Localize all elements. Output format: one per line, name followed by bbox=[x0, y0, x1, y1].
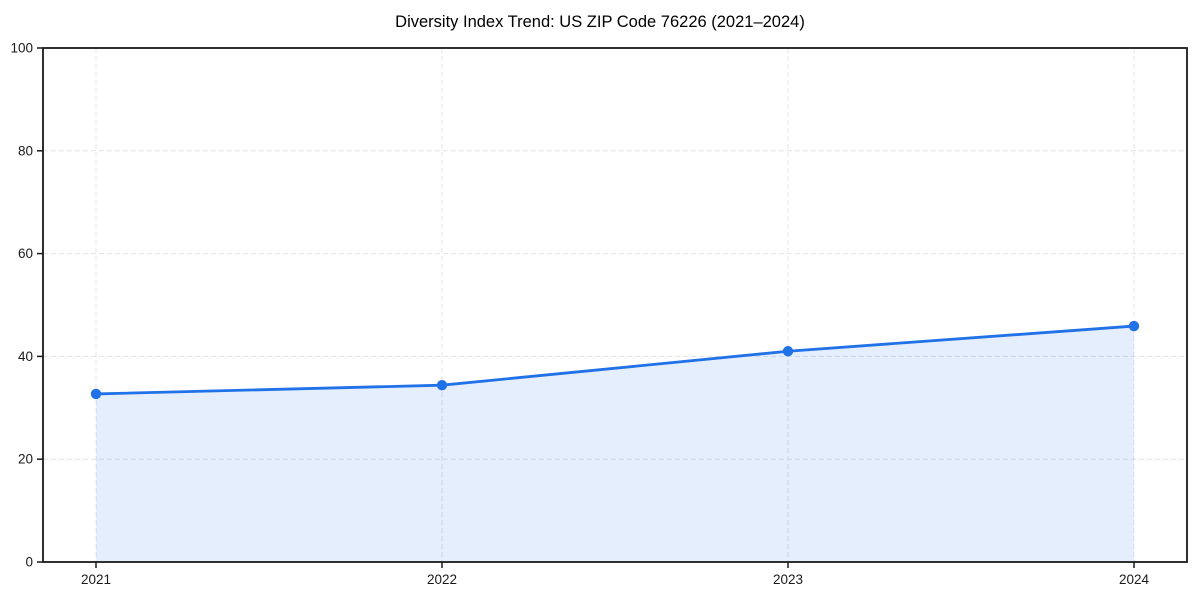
x-tick-label: 2024 bbox=[1119, 572, 1150, 587]
y-tick-label: 20 bbox=[18, 452, 33, 467]
series-line bbox=[94, 324, 1136, 396]
data-point-marker bbox=[90, 388, 102, 400]
y-tick-label: 40 bbox=[18, 349, 33, 364]
y-tick-label: 60 bbox=[18, 246, 33, 261]
series-area-fill bbox=[96, 326, 1134, 562]
y-tick-label: 0 bbox=[25, 555, 33, 570]
x-tick-label: 2022 bbox=[427, 572, 457, 587]
x-tick-label: 2023 bbox=[773, 572, 803, 587]
data-point-marker bbox=[782, 346, 794, 357]
data-point-marker bbox=[436, 379, 448, 391]
data-point-marker bbox=[1128, 320, 1140, 332]
plot-frame bbox=[42, 47, 1188, 563]
y-tick-label: 80 bbox=[18, 143, 33, 158]
chart-title: Diversity Index Trend: US ZIP Code 76226… bbox=[395, 13, 805, 31]
x-tick-label: 2021 bbox=[81, 572, 111, 587]
y-tick-label: 100 bbox=[10, 41, 33, 56]
